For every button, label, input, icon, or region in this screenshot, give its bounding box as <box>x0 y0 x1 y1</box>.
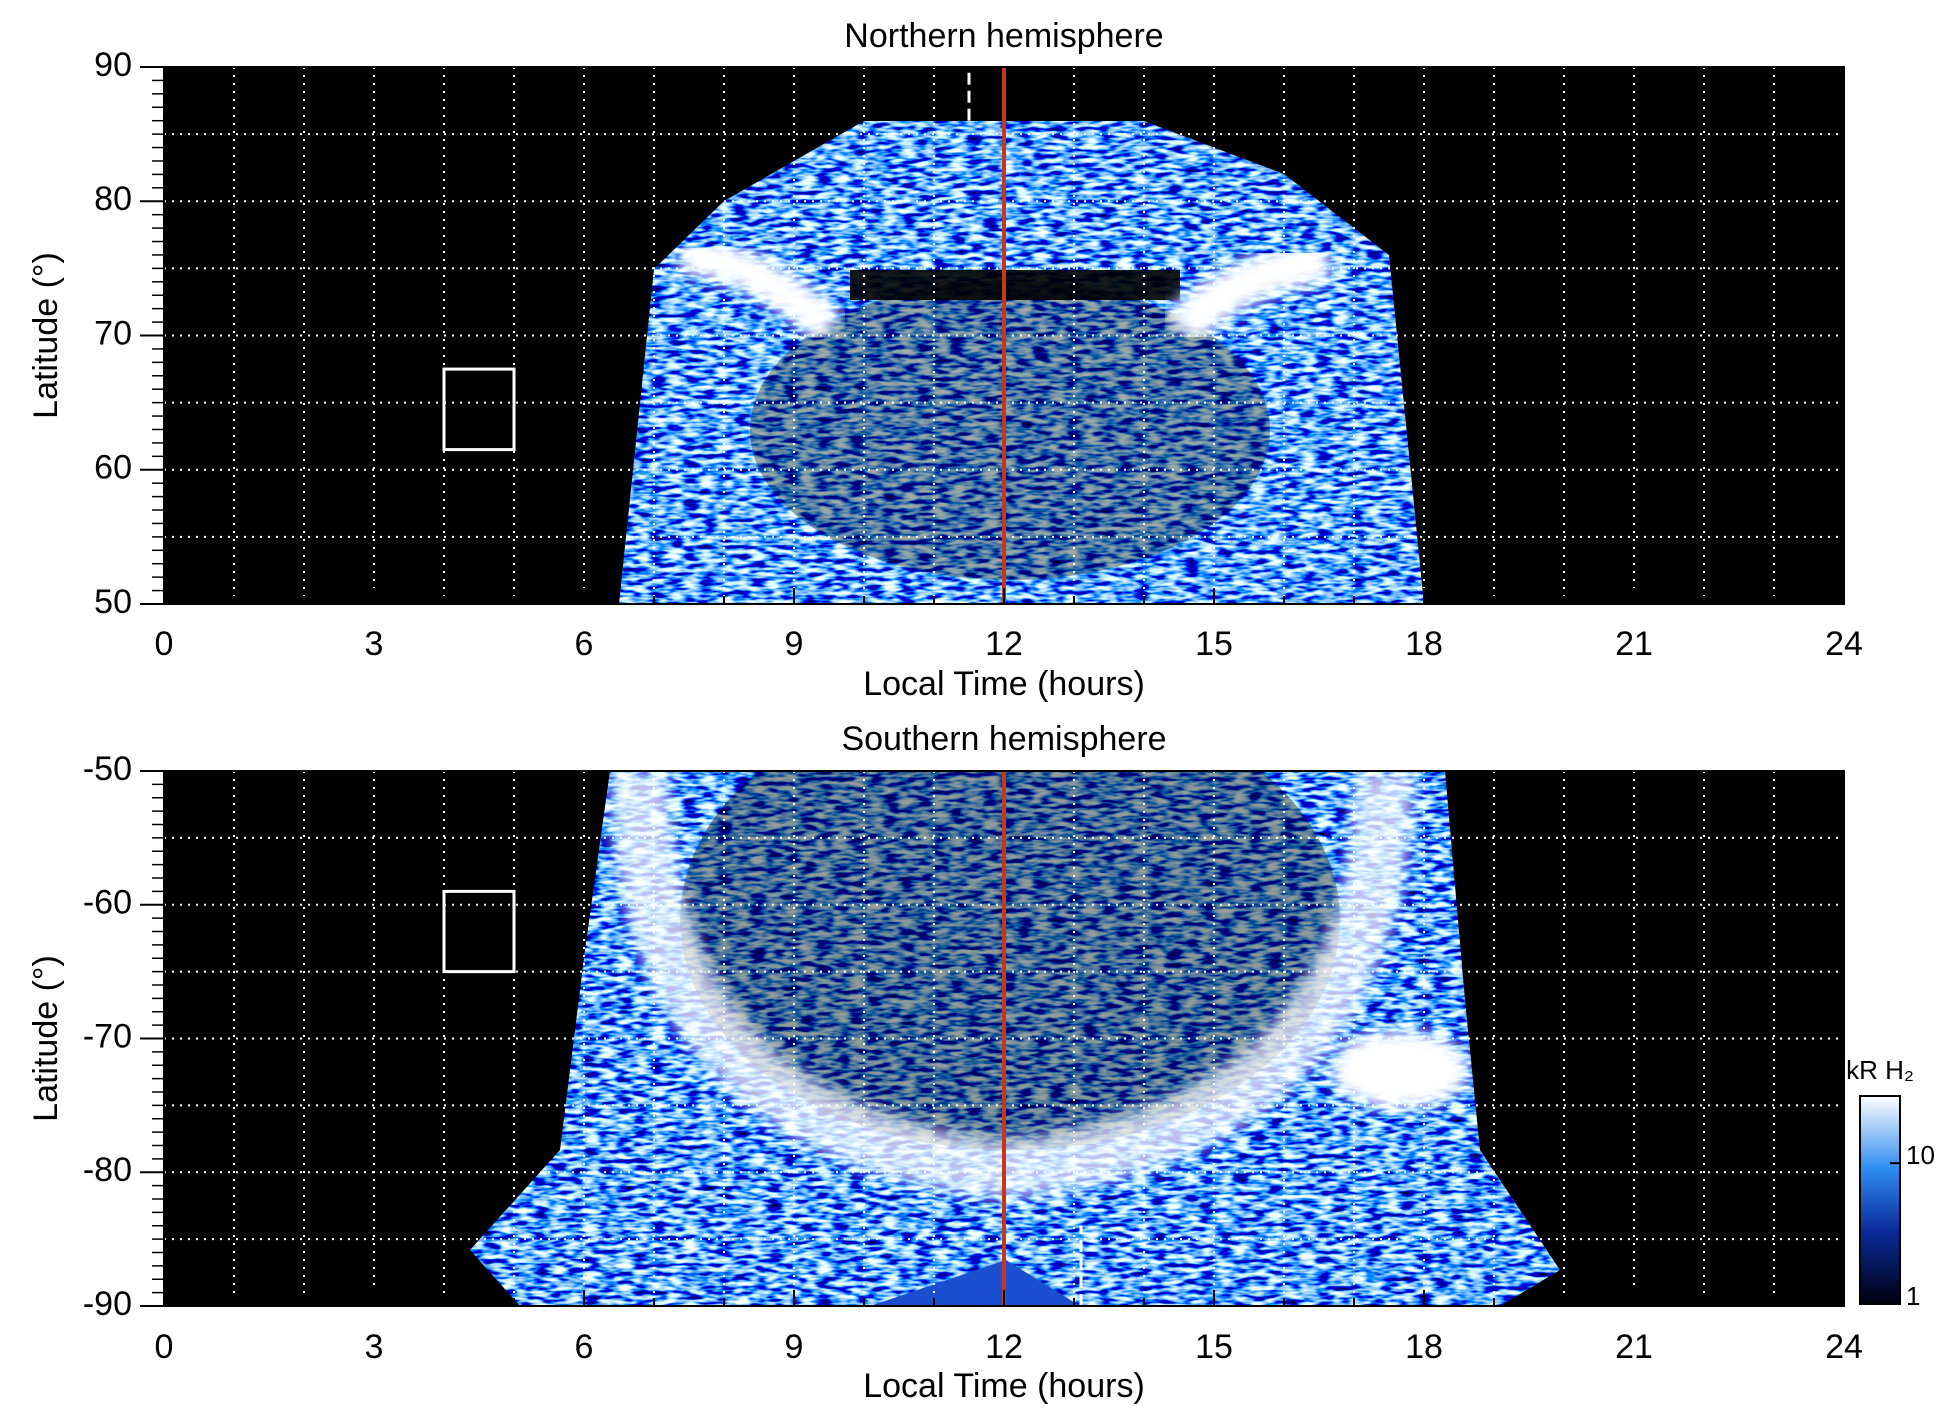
colorbar <box>1859 1095 1901 1305</box>
y-tick-label: -90 <box>83 1285 132 1323</box>
x-tick-label: 18 <box>1405 1328 1443 1366</box>
y-axis-label: Latitude (°) <box>27 252 65 419</box>
aurora-image <box>470 771 1560 1306</box>
y-tick-label: 80 <box>94 180 132 218</box>
aurora-image <box>619 121 1424 604</box>
colorbar-label: kR H₂ <box>1846 1055 1914 1085</box>
x-tick-label: 0 <box>155 1328 174 1366</box>
x-tick-label: 3 <box>365 625 384 663</box>
y-tick-label: 60 <box>94 449 132 487</box>
colorbar-tick-label: 1 <box>1906 1281 1920 1311</box>
region-box <box>442 889 516 974</box>
x-tick-label: 3 <box>365 1328 384 1366</box>
y-tick-label: 70 <box>94 314 132 352</box>
x-tick-label: 9 <box>785 1328 804 1366</box>
x-axis-label: Local Time (hours) <box>863 1367 1145 1405</box>
chart-title: Northern hemisphere <box>844 17 1163 55</box>
y-axis-label: Latitude (°) <box>27 955 65 1122</box>
y-tick-label: 50 <box>94 583 132 621</box>
x-tick-label: 21 <box>1615 625 1653 663</box>
x-tick-label: 18 <box>1405 625 1443 663</box>
y-tick-label: -60 <box>83 884 132 922</box>
x-tick-label: 9 <box>785 625 804 663</box>
x-axis-label: Local Time (hours) <box>863 665 1145 703</box>
x-tick-label: 21 <box>1615 1328 1653 1366</box>
x-tick-label: 6 <box>575 1328 594 1366</box>
region-box <box>442 367 516 452</box>
x-tick-label: 12 <box>985 625 1023 663</box>
x-tick-label: 6 <box>575 625 594 663</box>
y-tick-label: -80 <box>83 1151 132 1189</box>
x-tick-label: 15 <box>1195 625 1233 663</box>
x-tick-label: 0 <box>155 625 174 663</box>
x-tick-label: 24 <box>1825 1328 1863 1366</box>
x-tick-label: 12 <box>985 1328 1023 1366</box>
chart-title: Southern hemisphere <box>841 720 1166 758</box>
x-tick-label: 15 <box>1195 1328 1233 1366</box>
y-tick-label: -50 <box>83 750 132 788</box>
y-tick-label: -70 <box>83 1017 132 1055</box>
x-tick-label: 24 <box>1825 625 1863 663</box>
y-tick-label: 90 <box>94 46 132 84</box>
colorbar-tick-label: 10 <box>1906 1140 1935 1170</box>
